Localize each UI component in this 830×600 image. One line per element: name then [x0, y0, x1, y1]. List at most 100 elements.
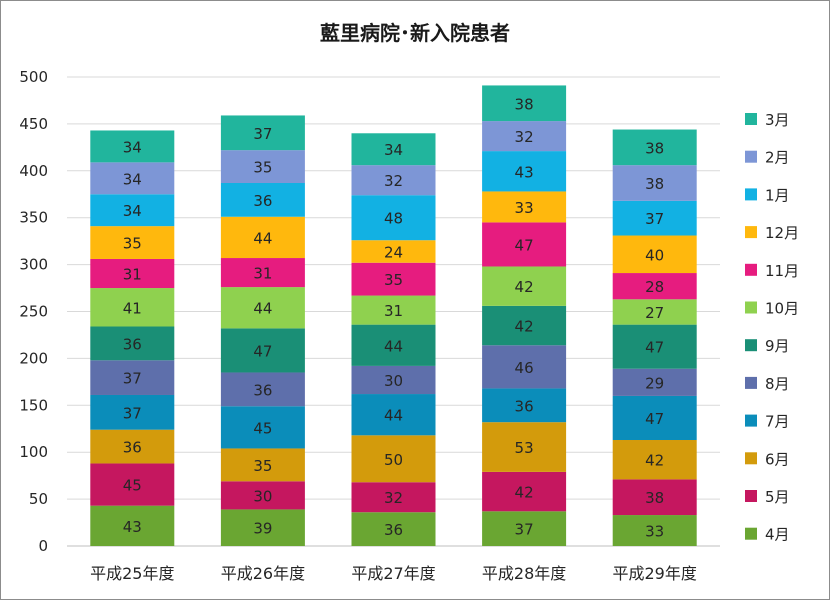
- y-tick-label: 350: [19, 209, 48, 227]
- bar-segment: [220, 406, 305, 449]
- bar-segment: [90, 429, 175, 464]
- legend-swatch: [745, 414, 757, 427]
- data-label: 39: [253, 520, 272, 538]
- data-label: 42: [645, 452, 664, 470]
- data-label: 47: [515, 236, 534, 254]
- data-label: 37: [515, 521, 534, 539]
- bar-segment: [220, 287, 305, 329]
- data-label: 35: [253, 457, 272, 475]
- legend-swatch: [745, 376, 757, 389]
- y-tick-label: 500: [19, 68, 48, 86]
- data-label: 44: [253, 229, 272, 247]
- bar-segment: [90, 258, 175, 289]
- data-label: 30: [384, 372, 403, 390]
- data-label: 32: [515, 128, 534, 146]
- data-label: 29: [645, 374, 664, 392]
- bar-segment: [612, 368, 697, 396]
- data-label: 44: [384, 337, 403, 355]
- bar-segment: [90, 226, 175, 259]
- bar-segment: [351, 133, 436, 166]
- legend-label: 10月: [765, 300, 799, 318]
- x-tick-label: 平成25年度: [90, 564, 174, 583]
- data-label: 35: [123, 235, 142, 253]
- bar-segment: [90, 162, 175, 195]
- legend-label: 11月: [765, 262, 799, 280]
- legend-label: 4月: [765, 526, 790, 544]
- bar-segment: [482, 422, 567, 472]
- bar-segment: [612, 479, 697, 516]
- bar-segment: [351, 435, 436, 483]
- bar-segment: [482, 85, 567, 122]
- bar-segment: [220, 481, 305, 510]
- bar-segment: [90, 288, 175, 327]
- bar-segment: [612, 165, 697, 201]
- bar-segment: [612, 235, 697, 274]
- bar-segment: [220, 115, 305, 151]
- legend-label: 8月: [765, 375, 790, 393]
- data-label: 37: [253, 125, 272, 143]
- bar-segment: [351, 165, 436, 196]
- data-label: 41: [123, 299, 142, 317]
- y-tick-label: 0: [38, 537, 48, 555]
- y-tick-label: 50: [29, 490, 48, 508]
- data-label: 38: [645, 139, 664, 157]
- bar-segment: [612, 515, 697, 546]
- data-label: 45: [253, 419, 272, 437]
- data-label: 43: [123, 518, 142, 536]
- bar-segment: [482, 222, 567, 267]
- data-label: 47: [645, 410, 664, 428]
- data-label: 43: [515, 163, 534, 181]
- data-label: 38: [645, 489, 664, 507]
- bar-segment: [612, 395, 697, 441]
- bar-segment: [220, 328, 305, 373]
- legend-label: 5月: [765, 488, 790, 506]
- bar-segment: [482, 191, 567, 223]
- bar-segment: [482, 345, 567, 389]
- data-label: 30: [253, 487, 272, 505]
- data-label: 42: [515, 484, 534, 502]
- bar-segment: [482, 266, 567, 306]
- x-tick-label: 平成27年度: [351, 564, 435, 583]
- data-label: 28: [645, 278, 664, 296]
- data-label: 53: [515, 439, 534, 457]
- data-label: 36: [253, 381, 272, 399]
- legend-swatch: [745, 263, 757, 276]
- data-label: 36: [123, 335, 142, 353]
- data-label: 35: [253, 159, 272, 177]
- data-label: 38: [645, 175, 664, 193]
- data-label: 34: [123, 170, 142, 188]
- bar-segment: [482, 471, 567, 512]
- data-label: 32: [384, 172, 403, 190]
- bar-segment: [220, 216, 305, 259]
- bar-segment: [220, 258, 305, 288]
- data-label: 40: [645, 246, 664, 264]
- bar-segment: [351, 512, 436, 546]
- y-tick-label: 400: [19, 162, 48, 180]
- data-label: 31: [384, 302, 403, 320]
- y-tick-label: 450: [19, 115, 48, 133]
- data-label: 47: [253, 342, 272, 360]
- bar-segment: [90, 505, 175, 546]
- data-label: 48: [384, 210, 403, 228]
- bar-segment: [90, 326, 175, 361]
- y-tick-label: 100: [19, 443, 48, 461]
- legend-swatch: [745, 301, 757, 314]
- data-label: 31: [123, 266, 142, 284]
- bar-segment: [90, 463, 175, 506]
- data-label: 31: [253, 265, 272, 283]
- bar-segment: [351, 295, 436, 325]
- legend-swatch: [745, 188, 757, 201]
- data-label: 27: [645, 304, 664, 322]
- bar-segment: [482, 388, 567, 423]
- data-label: 47: [645, 339, 664, 357]
- data-label: 50: [384, 451, 403, 469]
- x-tick-label: 平成29年度: [613, 564, 697, 583]
- bar-segment: [351, 394, 436, 436]
- data-label: 46: [515, 359, 534, 377]
- data-label: 37: [645, 210, 664, 228]
- legend-label: 6月: [765, 450, 790, 468]
- data-label: 24: [384, 243, 403, 261]
- x-tick-label: 平成26年度: [221, 564, 305, 583]
